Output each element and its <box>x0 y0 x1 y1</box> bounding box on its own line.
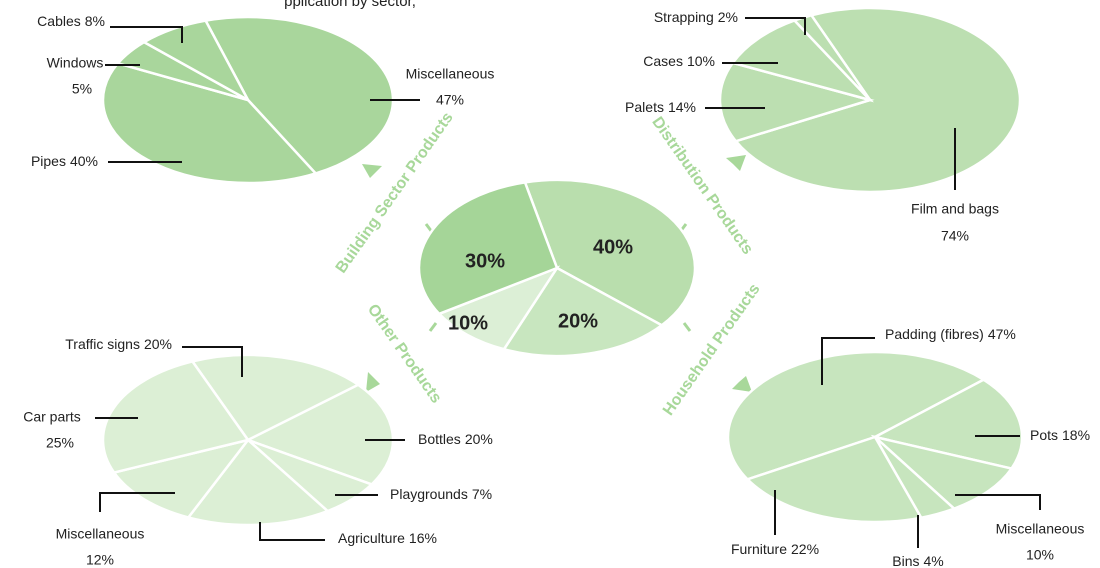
dash <box>682 322 692 332</box>
slice-value: 2% <box>718 9 738 25</box>
slice-label: 10% <box>448 312 488 334</box>
pie-slice <box>730 19 874 103</box>
slice-name: Traffic signs <box>65 336 140 352</box>
pie-slice <box>244 383 395 486</box>
leader-line <box>259 522 325 541</box>
slice-name: Palets <box>625 99 664 115</box>
slice-name: Furniture <box>731 541 787 557</box>
slice-label: Playgrounds 7% <box>390 486 492 502</box>
arrow <box>362 164 382 178</box>
slice-label: Bins 4% <box>892 553 943 568</box>
pie-slice <box>417 181 559 316</box>
slice-value: 12% <box>86 552 114 568</box>
slice-name: Miscellaneous <box>56 526 145 542</box>
slice-value: 14% <box>668 99 696 115</box>
pie-slice <box>523 178 697 327</box>
arrow <box>732 376 752 392</box>
slice-name: Pots <box>1030 427 1058 443</box>
pie-slice <box>871 378 1024 470</box>
slice-value: 10% <box>1026 547 1054 563</box>
pie-slice <box>141 19 252 104</box>
slice-label: Strapping 2% <box>654 9 738 25</box>
slice-label: Palets 14% <box>625 99 696 115</box>
pie-slice <box>870 434 1014 511</box>
slice-name: Bottles <box>418 431 461 447</box>
slice-name: Bins <box>892 553 919 568</box>
pie-slice <box>203 15 395 175</box>
slice-label: Cables 8% <box>37 13 105 29</box>
slice-name: Padding (fibres) <box>885 326 984 342</box>
slice-label: 30% <box>465 250 505 272</box>
leader-line <box>955 494 1041 510</box>
slice-value: 20% <box>465 431 493 447</box>
pie-slice <box>726 350 987 481</box>
slice-label: Pots 18% <box>1030 427 1090 443</box>
slice-value: 22% <box>791 541 819 557</box>
category-label: Other Products <box>364 301 445 406</box>
slice-label: Traffic signs 20% <box>65 336 172 352</box>
slice-label: Pipes 40% <box>31 153 98 169</box>
pie-slice <box>111 437 252 519</box>
slice-name: Film and bags <box>911 201 999 217</box>
slice-value: 47% <box>988 326 1016 342</box>
slice-name: Pipes <box>31 153 66 169</box>
slice-value: 74% <box>941 228 969 244</box>
slice-label: Cases 10% <box>643 53 715 69</box>
slice-label: Agriculture 16% <box>338 530 437 546</box>
slice-label: 20% <box>558 310 598 332</box>
leader-line <box>821 337 875 385</box>
slice-value: 10% <box>687 53 715 69</box>
arrow <box>366 372 380 392</box>
pie-slice <box>718 61 875 143</box>
leader-line <box>182 346 243 377</box>
leader-line <box>745 17 806 35</box>
slice-value: 20% <box>144 336 172 352</box>
slice-value: 40% <box>70 153 98 169</box>
slice-name: Playgrounds <box>390 486 468 502</box>
arrow <box>726 155 746 171</box>
pie-slice <box>733 6 1022 194</box>
title: pplication by sector, <box>284 0 416 10</box>
slice-label: 40% <box>593 236 633 258</box>
slice-name: Cables <box>37 13 81 29</box>
slice-label: Furniture 22% <box>731 541 819 557</box>
leader-line <box>99 492 175 512</box>
slice-name: Miscellaneous <box>996 521 1085 537</box>
slice-value: 8% <box>85 13 105 29</box>
pie-slice <box>101 61 318 185</box>
slice-value: 5% <box>72 81 92 97</box>
slice-value: 47% <box>436 92 464 108</box>
dash <box>428 322 438 332</box>
arrows <box>362 155 752 392</box>
slice-value: 25% <box>46 435 74 451</box>
slice-name: Miscellaneous <box>406 66 495 82</box>
slice-name: Agriculture <box>338 530 405 546</box>
slice-name: Cases <box>643 53 683 69</box>
pie-slice <box>745 435 924 524</box>
slice-value: 16% <box>409 530 437 546</box>
slice-name: Car parts <box>23 409 81 425</box>
slice-value: 18% <box>1062 427 1090 443</box>
pie-slice <box>101 360 251 474</box>
slice-name: Strapping <box>654 9 714 25</box>
slice-label: Bottles 20% <box>418 431 493 447</box>
leader-line <box>110 26 183 43</box>
slice-label: Padding (fibres) 47% <box>885 326 1016 342</box>
slice-name: Windows <box>47 55 104 71</box>
slice-value: 4% <box>924 553 944 568</box>
slice-value: 7% <box>472 486 492 502</box>
